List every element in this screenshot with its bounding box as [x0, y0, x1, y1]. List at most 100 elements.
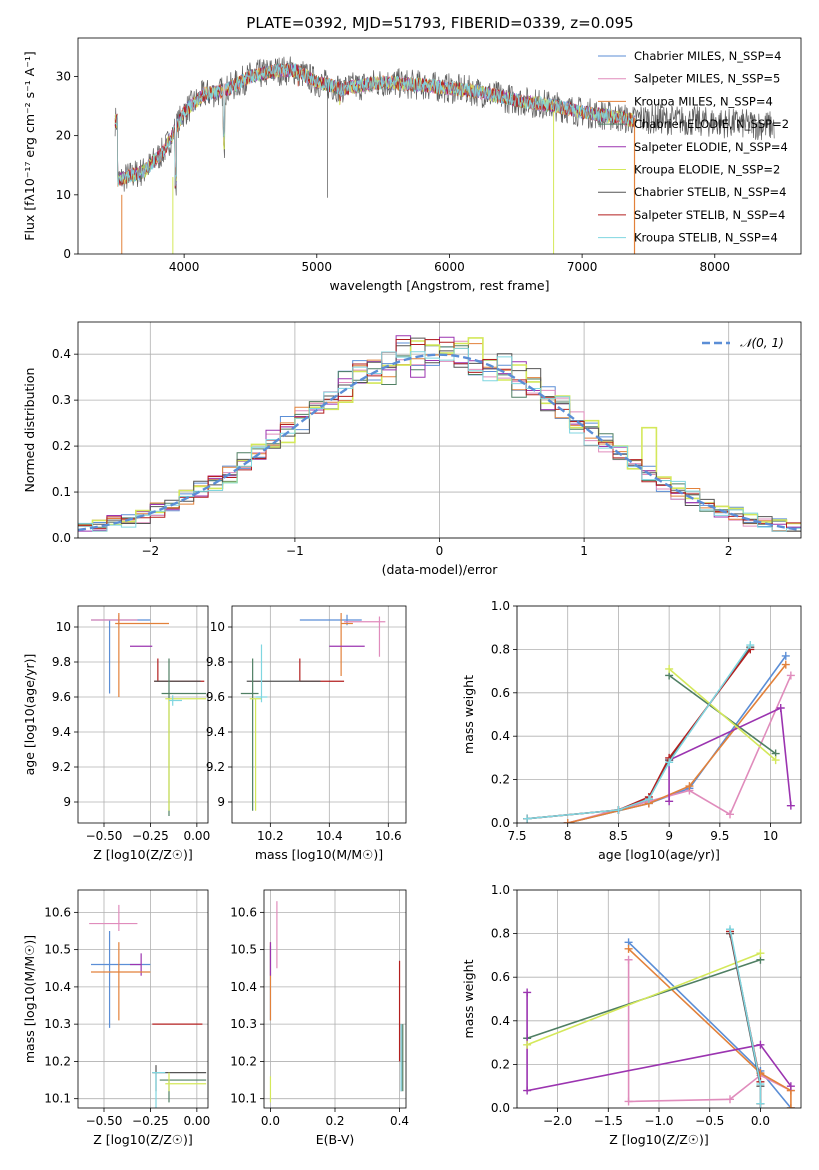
x-tick-label: 0.00 [183, 1114, 210, 1128]
data-point [665, 797, 674, 806]
y-tick-label: 10 [56, 188, 71, 202]
grid [78, 890, 208, 1108]
series-line [628, 948, 792, 1108]
x-tick-label: 0.00 [183, 829, 210, 843]
errorbar-kroupa-miles [115, 613, 169, 697]
x-axis-label: mass [log10(M/M☉)] [255, 847, 383, 862]
x-tick-label: 9 [665, 829, 673, 843]
x-tick-label: 0 [436, 544, 444, 558]
x-axis-label: Z [log10(Z/Z☉)] [93, 1132, 193, 1147]
x-tick-label: 7.5 [507, 829, 526, 843]
axes-frame [77, 605, 209, 824]
panel-5: −0.50 −0.25 0.00 10.1 10.2 10.3 10.4 10.5 10.6 Z … [22, 889, 210, 1147]
x-axis-label: Z [log10(Z/Z☉)] [609, 1132, 709, 1147]
y-axis-label: mass [log10(M/M☉)] [22, 935, 37, 1063]
plot-area [91, 613, 207, 816]
legend-label: Chabrier ELODIE, N_SSP=2 [634, 117, 789, 131]
data-point [781, 660, 790, 669]
y-tick-label: 10.4 [230, 980, 257, 994]
series-line [567, 675, 792, 823]
x-tick-label: −2.0 [543, 1114, 572, 1128]
y-tick-label: 10.6 [230, 905, 257, 919]
y-tick-label: 0.4 [52, 347, 71, 361]
data-point [756, 1040, 765, 1049]
legend-label: Salpeter STELIB, N_SSP=4 [634, 208, 785, 222]
x-tick-label: 10 [763, 829, 778, 843]
normal-curve [78, 353, 801, 532]
x-tick-label: 0.4 [390, 1114, 409, 1128]
x-tick-label: −0.5 [695, 1114, 724, 1128]
series-kroupa-elodie [665, 664, 780, 765]
x-axis-label: age [log10(age/yr)] [598, 847, 720, 862]
data-point [746, 641, 755, 650]
data-point [685, 782, 694, 791]
y-tick-label: 30 [56, 69, 71, 83]
data-point [756, 1099, 765, 1108]
errorbar-salpeter-miles [344, 616, 386, 657]
figure-title: PLATE=0392, MJD=51793, FIBERID=0339, z=0… [246, 14, 633, 32]
x-tick-label: 6000 [434, 260, 465, 274]
panel-4: 7.5 8 8.5 9 9.5 10 0.0 0.2 0.4 0.6 0.8 1.0 age [log1… [461, 599, 802, 862]
x-tick-label: 10.4 [316, 829, 343, 843]
y-tick-label: 9 [63, 795, 71, 809]
legend-label: Chabrier MILES, N_SSP=4 [634, 49, 781, 63]
y-tick-label: 10.6 [44, 905, 71, 919]
x-tick-label: −0.25 [132, 1114, 169, 1128]
series-line [526, 952, 761, 1046]
y-tick-label: 1.0 [491, 883, 510, 897]
series-salpeter-miles [563, 671, 795, 823]
legend: Chabrier MILES, N_SSP=4 Salpeter MILES, N… [598, 49, 789, 245]
y-tick-label: 10.4 [44, 980, 71, 994]
y-tick-label: 0.1 [52, 485, 71, 499]
legend-label: Kroupa STELIB, N_SSP=4 [634, 231, 778, 245]
data-point [523, 1086, 532, 1095]
x-tick-label: −0.50 [86, 829, 123, 843]
y-tick-label: 0.8 [491, 927, 510, 941]
panel-6: 0.0 0.2 0.4 10.1 10.2 10.3 10.4 10.5 10.6 E(B-V) [230, 889, 409, 1147]
y-tick-label: 0.2 [491, 773, 510, 787]
data-point [786, 1082, 795, 1091]
data-point [644, 795, 653, 804]
y-tick-label: 0.0 [52, 531, 71, 545]
grid [516, 605, 801, 824]
y-tick-label: 10.3 [230, 1017, 257, 1031]
x-axis-label: wavelength [Angstrom, rest frame] [329, 278, 549, 293]
y-tick-label: 0.6 [491, 970, 510, 984]
errorbar-chabrier-elodie [240, 658, 259, 811]
x-axis-label: (data-model)/error [382, 562, 499, 577]
x-tick-label: 5000 [302, 260, 333, 274]
errorbar-kroupa-miles [91, 942, 151, 1021]
axes-frame [77, 37, 802, 255]
y-tick-label: 10.1 [230, 1092, 257, 1106]
panel-7: −2.0 −1.5 −1.0 −0.5 0.0 0.0 0.2 0.4 0.6 0.8 1.0 Z [… [461, 883, 802, 1147]
axes-frame [77, 321, 802, 539]
x-tick-label: 4000 [169, 260, 200, 274]
x-tick-label: 7000 [567, 260, 598, 274]
series-line [668, 706, 792, 806]
series-line [527, 646, 751, 820]
errorbar-chabrier-miles [91, 619, 151, 694]
spectrum-kroupa-stelib [114, 63, 636, 187]
x-tick-label: 8 [564, 829, 572, 843]
y-tick-label: 1.0 [491, 599, 510, 613]
series-kroupa-stelib [726, 925, 765, 1108]
x-axis-label: Z [log10(Z/Z☉)] [93, 847, 193, 862]
series-line [527, 648, 751, 820]
errorbar-kroupa-elodie [165, 698, 207, 811]
y-tick-label: 0.2 [491, 1057, 510, 1071]
y-tick-label: 10.5 [230, 943, 257, 957]
x-tick-label: −1 [286, 544, 304, 558]
errorbar-salpeter-miles [89, 904, 138, 931]
errorbar-chabrier-elodie [161, 658, 207, 816]
data-point [624, 955, 633, 964]
x-axis-label: E(B-V) [316, 1132, 355, 1147]
series-line [729, 931, 762, 1104]
y-tick-label: 20 [56, 129, 71, 143]
legend-label: Salpeter ELODIE, N_SSP=4 [634, 140, 788, 154]
x-tick-label: 10.6 [375, 829, 402, 843]
x-tick-label: −1.5 [594, 1114, 623, 1128]
y-tick-label: 0.4 [491, 729, 510, 743]
y-tick-label: 10.5 [44, 943, 71, 957]
x-tick-label: 9.5 [710, 829, 729, 843]
data-point [726, 925, 734, 934]
